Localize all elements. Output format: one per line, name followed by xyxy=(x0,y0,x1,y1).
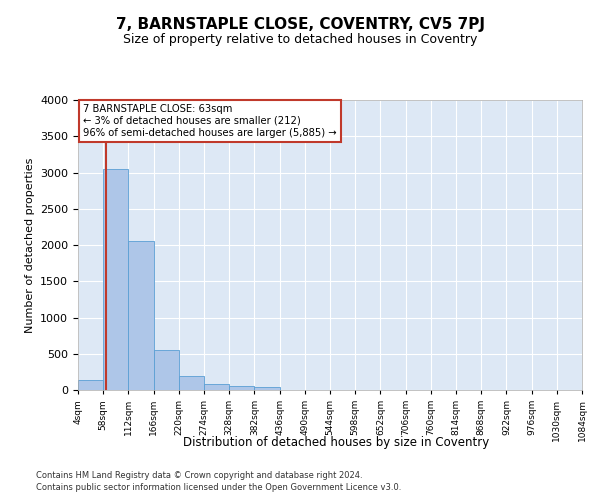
Bar xyxy=(154,350,179,390)
Bar xyxy=(204,384,229,390)
Y-axis label: Number of detached properties: Number of detached properties xyxy=(25,158,35,332)
Text: Contains public sector information licensed under the Open Government Licence v3: Contains public sector information licen… xyxy=(36,484,401,492)
Bar xyxy=(229,386,254,390)
Text: Size of property relative to detached houses in Coventry: Size of property relative to detached ho… xyxy=(123,32,477,46)
Bar xyxy=(128,240,154,390)
Bar xyxy=(78,380,103,390)
Text: Distribution of detached houses by size in Coventry: Distribution of detached houses by size … xyxy=(183,436,489,449)
Bar xyxy=(179,376,204,390)
Text: 7, BARNSTAPLE CLOSE, COVENTRY, CV5 7PJ: 7, BARNSTAPLE CLOSE, COVENTRY, CV5 7PJ xyxy=(115,18,485,32)
Bar xyxy=(103,169,128,390)
Bar xyxy=(254,387,280,390)
Text: 7 BARNSTAPLE CLOSE: 63sqm
← 3% of detached houses are smaller (212)
96% of semi-: 7 BARNSTAPLE CLOSE: 63sqm ← 3% of detach… xyxy=(83,104,337,138)
Text: Contains HM Land Registry data © Crown copyright and database right 2024.: Contains HM Land Registry data © Crown c… xyxy=(36,471,362,480)
